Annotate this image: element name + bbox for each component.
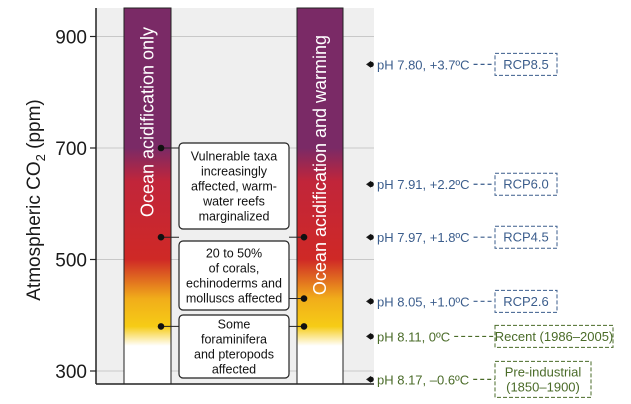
y-axis-label-unit: (ppm)	[24, 99, 45, 154]
impact-text-line: affected	[212, 363, 256, 377]
scenario-badge	[494, 172, 558, 196]
scenario-label: pH 7.91, +2.2ºC	[377, 177, 470, 192]
impact-text-line: of corals,	[209, 262, 260, 276]
impact-text-line: marginalized	[199, 210, 270, 224]
scenario-badge-text: Pre-industrial	[505, 364, 582, 379]
impact-text-line: molluscs affected	[186, 292, 282, 306]
scenario-badge	[494, 324, 614, 348]
scenario-badge-text: Recent (1986–2005)	[495, 329, 614, 344]
scenario-marker	[368, 234, 374, 240]
scenario-label: pH 8.05, +1.0ºC	[377, 294, 470, 309]
impact-text-line: Some	[218, 318, 251, 332]
scenario-label: pH 8.17, –0.6ºC	[377, 372, 469, 387]
impact-point-right	[300, 295, 308, 302]
scenario-badge	[494, 360, 592, 398]
y-axis-label-main: Atmospheric CO	[24, 161, 45, 300]
y-tick-label: 700	[55, 139, 87, 160]
scenario-badge	[494, 225, 558, 249]
impact-text-line: foraminifera	[201, 333, 267, 347]
scenario-marker	[368, 61, 374, 68]
impact-text-line: water reefs	[202, 195, 265, 209]
scenario-marker	[368, 376, 374, 383]
impact-text-line: echinoderms and	[186, 277, 282, 291]
impact-text-line: 20 to 50%	[206, 247, 262, 261]
impact-point-right	[300, 323, 308, 330]
impact-text-line: Vulnerable taxa	[191, 150, 277, 164]
scenario-marker	[368, 333, 374, 340]
impact-box	[178, 240, 290, 311]
bar-label: Ocean acidification and warming	[310, 35, 330, 295]
scenario-badge-text: RCP2.6	[503, 294, 549, 309]
scenario-label: pH 7.80, +3.7ºC	[377, 57, 470, 72]
scenario-badge	[494, 289, 558, 313]
y-tick-label: 300	[55, 362, 87, 383]
scenario-badge-text: (1850–1900)	[506, 379, 580, 394]
scenario-badge-text: RCP4.5	[503, 230, 549, 245]
scenario-label: pH 8.11, 0ºC	[377, 329, 450, 344]
scenario-label: pH 7.97, +1.8ºC	[377, 230, 470, 245]
scenario-badge	[494, 52, 558, 76]
impact-point-left	[157, 323, 165, 330]
scenario-marker	[368, 181, 374, 188]
scenario-marker	[368, 298, 374, 305]
impact-box	[178, 142, 290, 230]
impact-text-line: affected, warm-	[191, 180, 277, 194]
y-tick-label: 900	[55, 28, 87, 49]
scenario-badge-text: RCP6.0	[503, 177, 549, 192]
bar-label: Ocean acidification only	[138, 27, 158, 217]
y-axis-label-sub: 2	[33, 154, 48, 161]
impact-text-line: increasingly	[201, 165, 268, 179]
impact-box	[178, 314, 290, 379]
impact-point-right	[300, 233, 308, 241]
impact-point-left	[157, 233, 165, 241]
impact-point-left	[157, 144, 165, 152]
y-tick-label: 500	[55, 251, 87, 272]
y-axis-label: Atmospheric CO2 (ppm)	[24, 99, 48, 301]
impact-text-line: and pteropods	[194, 348, 274, 362]
bar-column	[296, 7, 344, 385]
scenario-badge-text: RCP8.5	[503, 57, 549, 72]
